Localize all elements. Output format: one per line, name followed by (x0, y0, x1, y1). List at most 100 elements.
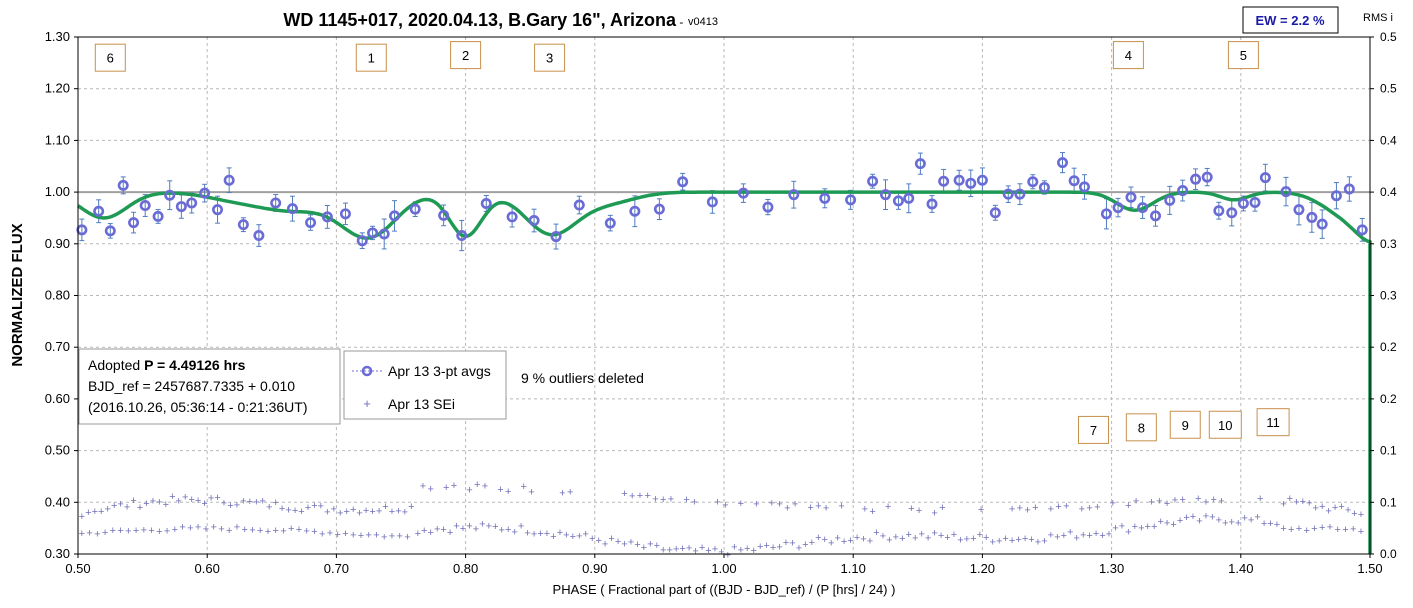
sei-point: + (718, 547, 724, 559)
sei-point: + (912, 533, 918, 545)
data-point (356, 235, 368, 247)
sei-point: + (311, 526, 317, 538)
sei-point: + (195, 495, 201, 507)
sei-point: + (784, 503, 790, 515)
sei-point: + (1080, 529, 1086, 541)
sei-point: + (1195, 493, 1201, 505)
sei-point: + (460, 523, 466, 535)
sei-point: + (1164, 517, 1170, 529)
y2-tick-label: 0.2 (1380, 392, 1397, 406)
grid-lines (77, 36, 1371, 555)
sei-point: + (647, 539, 653, 551)
sei-point: + (117, 498, 123, 510)
sei-point: + (931, 527, 937, 539)
sei-point: + (1172, 495, 1178, 507)
data-point (506, 211, 518, 223)
sei-point: + (1311, 523, 1317, 535)
sei-point: + (266, 501, 272, 513)
title-separator: - (676, 15, 687, 29)
data-point (1057, 157, 1069, 169)
sei-point: + (769, 498, 775, 510)
x-tick-label: 1.00 (711, 561, 736, 576)
data-point (1164, 194, 1176, 206)
data-point (976, 174, 988, 186)
sei-point: + (1203, 497, 1209, 509)
data-point (1259, 172, 1271, 184)
sei-point: + (608, 533, 614, 545)
sei-point: + (862, 504, 868, 516)
sei-point: + (1303, 525, 1309, 537)
sei-point: + (744, 543, 750, 555)
sei-point: + (1086, 502, 1092, 514)
sei-point: + (570, 531, 576, 543)
data-point (938, 175, 950, 187)
data-point (1038, 181, 1050, 193)
sei-point: + (451, 480, 457, 492)
dip-label-box (1227, 41, 1259, 70)
sei-point: + (497, 484, 503, 496)
sei-point: + (324, 506, 330, 518)
sei-point: + (447, 527, 453, 539)
sei-point: + (944, 532, 950, 544)
avg-series (76, 157, 1368, 247)
sei-point: + (86, 527, 92, 539)
sei-point: + (1112, 522, 1118, 534)
sei-point: + (305, 502, 311, 514)
sei-point: + (847, 535, 853, 547)
data-point (164, 189, 176, 201)
sei-point: + (505, 486, 511, 498)
sei-point: + (1296, 523, 1302, 535)
sei-point: + (990, 536, 996, 548)
sei-point: + (1017, 502, 1023, 514)
data-point (867, 175, 879, 187)
sei-point: + (1079, 503, 1085, 515)
sei-point: + (253, 497, 259, 509)
data-point (953, 174, 965, 186)
data-point (653, 203, 665, 215)
sei-point: + (925, 532, 931, 544)
sei-point: + (249, 525, 255, 537)
sei-point: + (1048, 530, 1054, 542)
data-point (199, 187, 211, 199)
sei-point: + (1358, 509, 1364, 521)
data-point (378, 228, 390, 240)
sei-point: + (834, 533, 840, 545)
sei-point: + (1203, 511, 1209, 523)
sei-point: + (823, 502, 829, 514)
sei-point: + (164, 525, 170, 537)
sei-point: + (738, 498, 744, 510)
sei-point: + (1261, 518, 1267, 530)
sei-point: + (1041, 536, 1047, 548)
sei-point: + (531, 528, 537, 540)
dip-label-box (450, 41, 482, 70)
ew-label: EW = 2.2 % (1256, 13, 1325, 28)
sei-point: + (957, 534, 963, 546)
data-point (1190, 173, 1202, 185)
sei-point: + (528, 486, 534, 498)
data-point (788, 189, 800, 201)
sei-point: + (1293, 496, 1299, 508)
sei-point: + (1028, 534, 1034, 546)
data-point (1330, 190, 1342, 202)
x-tick-label: 1.10 (841, 561, 866, 576)
sei-point: + (654, 540, 660, 552)
sei-point: + (292, 505, 298, 517)
sei-point: + (1067, 527, 1073, 539)
sei-point: + (1319, 501, 1325, 513)
sei-point: + (208, 493, 214, 505)
info-line1-prefix: Adopted (88, 357, 144, 373)
data-point (480, 197, 492, 209)
sei-point: + (499, 524, 505, 536)
sei-point: + (1015, 534, 1021, 546)
dip-label-box (1208, 410, 1242, 439)
data-point (737, 187, 749, 199)
y-tick-label: 0.50 (45, 443, 70, 458)
sei-point: + (402, 507, 408, 519)
sei-point: + (1280, 523, 1286, 535)
dip-label: 1 (368, 51, 375, 66)
sei-point: + (79, 511, 85, 523)
info-bjd-ref: BJD_ref = 2457687.7335 + 0.010 (88, 378, 295, 394)
x-tick-label: 1.30 (1099, 561, 1124, 576)
sei-point: + (1319, 522, 1325, 534)
sei-point: + (358, 530, 364, 542)
